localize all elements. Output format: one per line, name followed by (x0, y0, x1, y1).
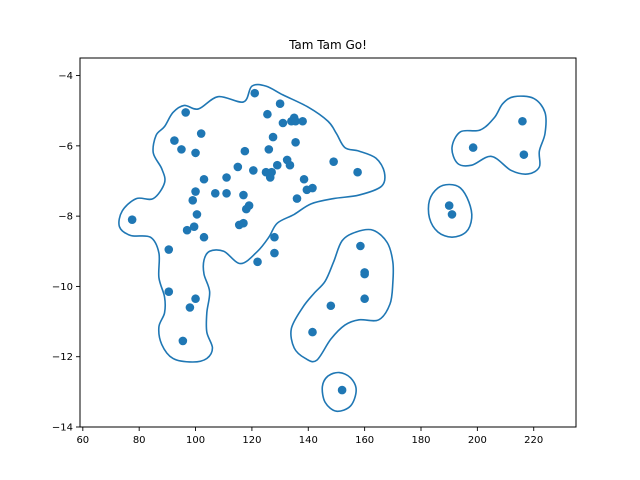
data-point-12 (191, 148, 200, 158)
data-point-25 (239, 190, 248, 200)
data-point-44 (285, 160, 295, 170)
data-point-1 (127, 215, 137, 224)
chart-title: Tam Tam Go! (288, 38, 367, 52)
data-point-37 (268, 132, 278, 142)
data-point-5 (177, 145, 186, 154)
x-tick-label: 80 (133, 435, 146, 446)
data-point-66 (518, 116, 527, 126)
data-point-30 (250, 88, 260, 98)
data-point-51 (299, 174, 309, 184)
x-tick-label: 140 (299, 435, 318, 446)
data-point-47 (291, 116, 300, 126)
data-point-14 (192, 210, 202, 219)
y-tick-label: −4 (58, 71, 73, 82)
data-point-38 (270, 232, 279, 242)
data-point-16 (196, 129, 206, 138)
data-point-58 (353, 167, 362, 177)
data-point-33 (263, 109, 272, 119)
contour-layer (118, 83, 547, 413)
x-tick-label: 120 (242, 435, 261, 446)
data-point-57 (337, 385, 347, 395)
data-point-9 (185, 303, 195, 312)
point-layer (127, 88, 529, 395)
data-point-10 (188, 196, 198, 205)
data-point-19 (210, 189, 220, 198)
data-point-18 (199, 232, 209, 242)
data-point-34 (264, 145, 274, 154)
data-point-11 (189, 222, 199, 231)
data-point-64 (447, 210, 457, 219)
x-tick-label: 100 (186, 435, 205, 446)
density-contour-2 (290, 228, 395, 363)
data-point-41 (275, 99, 285, 108)
y-tick-label: −6 (58, 141, 73, 152)
data-point-65 (468, 143, 478, 152)
data-point-55 (326, 301, 336, 311)
data-point-13 (191, 187, 200, 196)
y-tick-label: −8 (58, 212, 73, 223)
data-point-59 (356, 241, 365, 251)
data-point-7 (178, 336, 188, 346)
data-point-8 (182, 225, 192, 235)
data-point-42 (278, 118, 288, 128)
data-point-4 (170, 136, 179, 145)
data-point-67 (519, 150, 529, 159)
data-point-17 (199, 174, 209, 184)
data-point-50 (298, 116, 307, 126)
data-point-61 (360, 269, 369, 279)
density-contour-3 (427, 183, 473, 239)
data-point-39 (270, 248, 279, 258)
plot-frame (79, 57, 577, 428)
density-contour-1 (118, 83, 386, 363)
density-contour-5 (321, 371, 357, 413)
x-tick-label: 200 (468, 435, 487, 446)
data-point-6 (181, 108, 190, 117)
data-point-21 (222, 173, 231, 182)
data-point-28 (244, 201, 254, 210)
data-point-53 (308, 183, 317, 193)
y-axis: −14 −12 −10 −8 −6 −4 (52, 71, 80, 434)
data-point-48 (291, 138, 300, 147)
data-point-31 (253, 257, 262, 267)
data-point-15 (191, 294, 200, 304)
data-point-62 (360, 294, 369, 304)
data-point-24 (239, 218, 248, 228)
data-point-29 (249, 166, 258, 175)
y-tick-label: −14 (52, 423, 73, 434)
y-tick-label: −12 (52, 352, 73, 363)
data-point-49 (292, 194, 302, 203)
x-axis: 60 80 100 120 140 160 180 200 220 (76, 427, 543, 446)
y-tick-label: −10 (52, 282, 73, 293)
x-tick-label: 220 (524, 435, 543, 446)
data-point-26 (240, 146, 250, 156)
x-tick-label: 180 (411, 435, 430, 446)
density-contour-4 (451, 95, 547, 175)
data-point-63 (444, 201, 454, 210)
data-point-56 (329, 157, 338, 166)
data-point-22 (233, 162, 243, 172)
data-point-36 (267, 167, 276, 177)
data-point-2 (164, 245, 174, 254)
data-point-3 (164, 287, 174, 297)
data-point-40 (272, 160, 282, 170)
data-point-20 (222, 189, 231, 198)
data-point-54 (308, 327, 317, 337)
x-tick-label: 160 (355, 435, 374, 446)
x-tick-label: 60 (76, 435, 89, 446)
